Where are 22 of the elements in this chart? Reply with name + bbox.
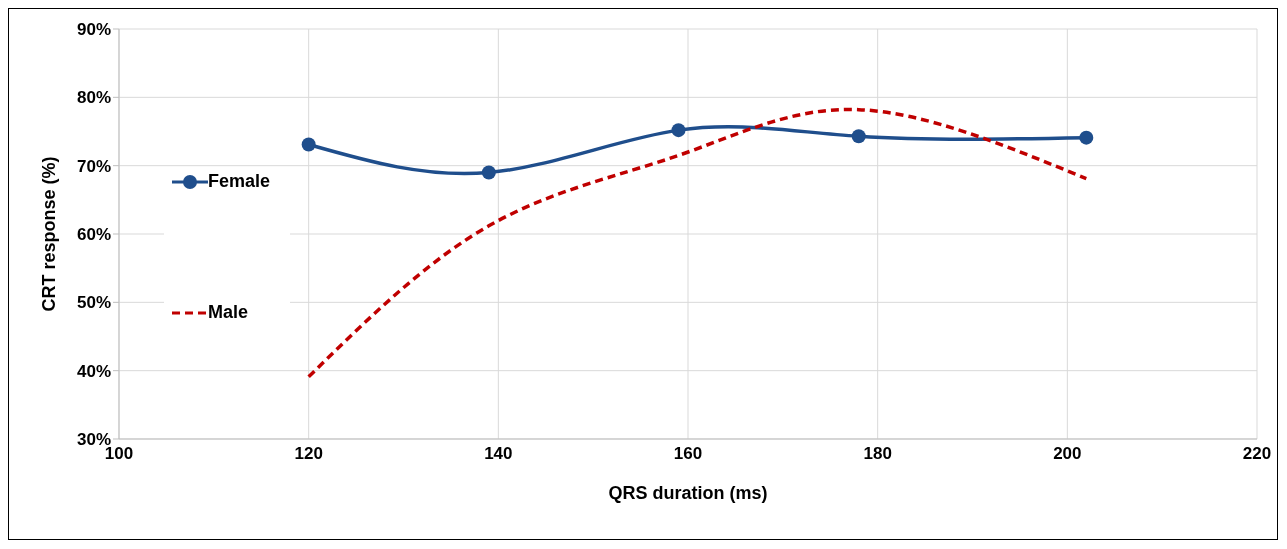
y-tick-label: 60%	[76, 225, 111, 245]
x-tick-label: 180	[863, 444, 892, 464]
point	[481, 165, 496, 180]
x-tick-label: 200	[1053, 444, 1082, 464]
point	[851, 129, 866, 144]
y-tick-label: 70%	[76, 156, 111, 176]
point	[671, 123, 686, 138]
x-tick-label: 120	[294, 444, 323, 464]
x-axis-title: QRS duration (ms)	[608, 483, 768, 503]
y-tick-label: 50%	[76, 293, 111, 313]
legend-label: Male	[208, 302, 249, 323]
point	[301, 137, 316, 152]
legend-label: Female	[208, 171, 271, 192]
y-tick-label: 80%	[76, 88, 111, 108]
line-series	[306, 107, 1089, 379]
y-tick-label: 40%	[76, 361, 111, 381]
x-tick-label: 140	[484, 444, 513, 464]
x-tick-label: 160	[673, 444, 703, 464]
y-tick-label: 90%	[76, 20, 111, 40]
x-tick-label: 220	[1242, 444, 1272, 464]
point	[1079, 130, 1094, 145]
y-axis-title: CRT response (%)	[39, 156, 60, 312]
